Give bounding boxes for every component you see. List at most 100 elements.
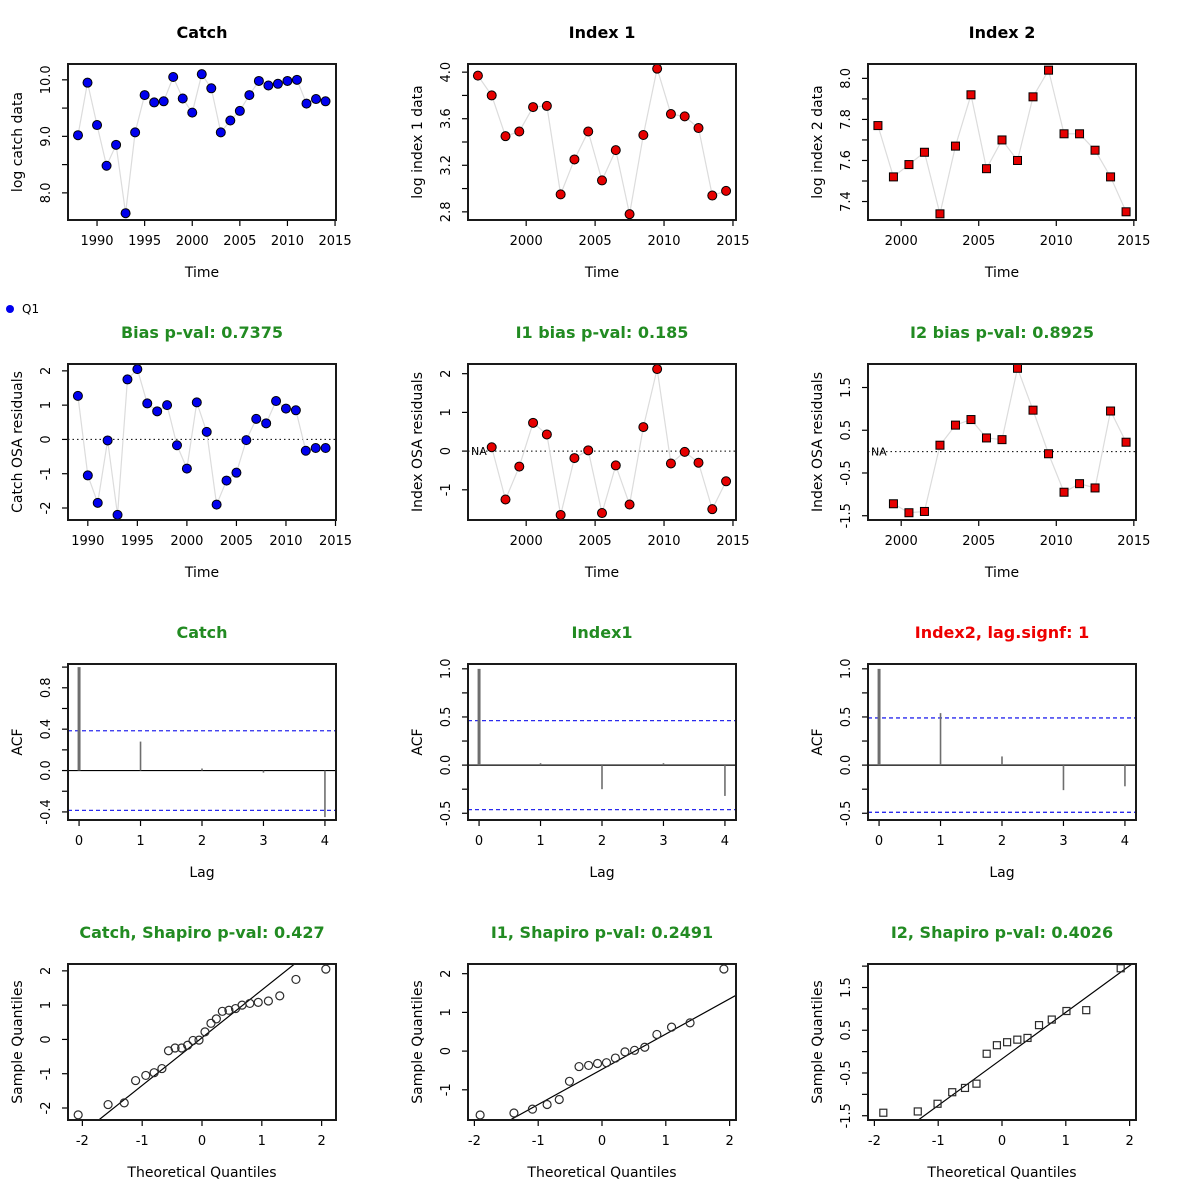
- panel-qq-i1: I1, Shapiro p-val: 0.2491 Theoretical Qua…: [410, 923, 737, 1181]
- data-point: [1028, 405, 1038, 415]
- data-point: [528, 417, 539, 428]
- panel-acf-index2: Index2, lag.signf: 1 Lag ACF -0.5 0.0 0.5 1.0 0…: [810, 623, 1137, 881]
- y-tick-label: 4.0: [439, 62, 454, 83]
- y-tick-label: 9.0: [39, 126, 54, 147]
- x-tick-label: 2000: [510, 534, 543, 549]
- data-point: [555, 509, 566, 520]
- y-tick-label: 0.0: [39, 760, 54, 781]
- data-point: [500, 131, 511, 142]
- plot-box: [467, 63, 737, 221]
- data-point: [206, 1018, 216, 1028]
- x-tick-label: 2015: [716, 534, 749, 549]
- y-tick-label: 0: [39, 435, 54, 443]
- y-tick-label: -2: [39, 502, 54, 515]
- y-tick-label: -1.5: [839, 503, 854, 528]
- plot-box: [867, 963, 1137, 1121]
- data-point: [904, 160, 914, 170]
- data-point: [610, 1053, 620, 1063]
- y-tick-label: 0: [439, 447, 454, 455]
- x-tick-label: 2005: [962, 234, 995, 249]
- x-tick-label: 3: [1059, 834, 1067, 849]
- data-point: [554, 1094, 564, 1105]
- data-point: [629, 1045, 640, 1055]
- data-point: [879, 1108, 888, 1117]
- y-tick-label: 7.6: [839, 150, 854, 171]
- data-point: [215, 127, 226, 138]
- y-tick-label: 1: [39, 1001, 54, 1009]
- data-point: [119, 1098, 129, 1108]
- data-point: [194, 1035, 204, 1045]
- data-point: [475, 1110, 485, 1120]
- x-tick-label: 2000: [170, 534, 203, 549]
- data-point: [665, 109, 676, 120]
- data-point: [1121, 207, 1131, 217]
- data-point: [231, 467, 242, 478]
- y-tick-label: 0.8: [39, 677, 54, 698]
- x-tick-label: 1995: [121, 534, 154, 549]
- x-tick-label: 2010: [1040, 234, 1073, 249]
- data-point: [206, 83, 217, 94]
- data-point: [82, 470, 93, 481]
- x-tick-label: 1: [536, 834, 544, 849]
- x-tick-label: 2010: [271, 234, 304, 249]
- plot-box: [467, 663, 737, 821]
- y-tick-label: 2: [39, 367, 54, 375]
- x-tick-label: -1: [932, 1134, 945, 1149]
- x-tick-label: 2010: [647, 534, 680, 549]
- data-point: [933, 1099, 942, 1108]
- panel-title: I1, Shapiro p-val: 0.2491: [491, 923, 713, 942]
- data-point: [992, 1041, 1001, 1050]
- data-point: [311, 94, 322, 105]
- y-tick-label: -2: [39, 1102, 54, 1115]
- x-tick-label: 2005: [579, 234, 612, 249]
- data-point: [514, 126, 525, 137]
- x-axis-label: Time: [984, 265, 1019, 281]
- panel-index1-data: Index 1 Time log index 1 data 2.8 3.2 3.6 4.0 2…: [410, 23, 750, 281]
- x-tick-label: 2: [725, 1134, 733, 1149]
- x-tick-label: 2: [198, 834, 206, 849]
- x-tick-label: 0: [198, 1134, 206, 1149]
- y-axis-label: log catch data: [10, 92, 26, 192]
- data-point: [665, 458, 676, 469]
- data-point: [638, 130, 649, 141]
- y-tick-label: -0.5: [839, 801, 854, 826]
- y-tick-label: 1: [439, 1008, 454, 1016]
- data-point: [1034, 1021, 1044, 1030]
- x-tick-label: 2015: [319, 534, 352, 549]
- x-tick-label: 2015: [1117, 234, 1150, 249]
- na-label: NA: [471, 445, 487, 458]
- data-point: [275, 991, 285, 1001]
- data-point: [652, 364, 663, 375]
- x-tick-label: 3: [659, 834, 667, 849]
- qq-line: [508, 994, 736, 1120]
- data-point: [183, 1040, 193, 1050]
- panel-catch-data: Catch Time log catch data 8.0 9.0 10.0 1990 199…: [10, 23, 352, 281]
- y-tick-label: 1.5: [839, 377, 854, 398]
- y-tick-label: 1.0: [439, 658, 454, 679]
- x-tick-label: 1: [1062, 1134, 1070, 1149]
- x-tick-label: 1: [662, 1134, 670, 1149]
- plot-box: [467, 363, 737, 521]
- data-point: [693, 123, 704, 134]
- data-point: [122, 374, 133, 385]
- y-axis-label: ACF: [10, 728, 26, 755]
- y-tick-label: 1.5: [839, 977, 854, 998]
- data-point: [873, 121, 883, 131]
- data-point: [707, 504, 718, 515]
- x-tick-label: 2010: [269, 534, 302, 549]
- x-tick-label: 2: [998, 834, 1006, 849]
- qq-line: [917, 964, 1133, 1120]
- data-point: [569, 453, 580, 464]
- plot-box: [67, 963, 337, 1121]
- data-point: [261, 418, 272, 429]
- data-point: [111, 139, 122, 150]
- y-tick-label: 10.0: [39, 65, 54, 94]
- y-tick-label: -1.5: [839, 1103, 854, 1128]
- data-point: [486, 442, 497, 453]
- data-point: [486, 90, 497, 101]
- x-tick-label: 2: [1125, 1134, 1133, 1149]
- data-point: [620, 1047, 630, 1057]
- x-tick-label: 2000: [885, 234, 918, 249]
- y-tick-label: 2: [39, 967, 54, 975]
- data-point: [244, 90, 255, 101]
